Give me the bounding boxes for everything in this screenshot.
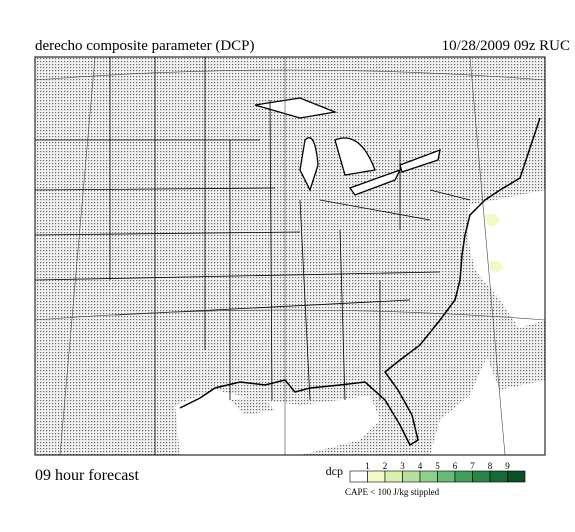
dcp-shading (485, 213, 504, 273)
forecast-label: 09 hour forecast (35, 467, 140, 484)
atlantic-clear (430, 190, 545, 455)
colorbar-swatch (367, 470, 386, 483)
map-title: derecho composite parameter (DCP) (35, 38, 255, 54)
atlantic-stipple (480, 320, 545, 390)
state-lines (35, 57, 471, 455)
colorbar-swatch (349, 470, 368, 483)
map (35, 57, 545, 455)
colorbar-swatch (402, 470, 421, 483)
colorbar-tick-label: 5 (435, 461, 440, 471)
colorbar-tick-label: 4 (418, 461, 423, 471)
colorbar-tick-label: 6 (453, 461, 458, 471)
stippled-area (35, 57, 545, 455)
legend-note: CAPE < 100 J/kg stippled (345, 487, 440, 497)
colorbar-swatch (419, 470, 438, 483)
colorbar-tick-label: 2 (383, 461, 388, 471)
map-frame (34, 56, 546, 456)
gulf-stipple (230, 395, 275, 415)
colorbar-tick-label: 3 (400, 461, 405, 471)
colorbar-swatch (472, 470, 491, 483)
colorbar-tick-label: 1 (365, 461, 370, 471)
coastline (179, 117, 541, 447)
legend-label: dcp (326, 464, 343, 478)
colorbar: 1 2 3 4 5 6 7 8 9 (349, 461, 526, 483)
graticule (35, 57, 545, 455)
great-lakes (254, 97, 441, 196)
colorbar-swatch (384, 470, 403, 483)
colorbar-swatch (507, 470, 526, 483)
colorbar-tick-label: 7 (470, 461, 475, 471)
colorbar-swatch (454, 470, 473, 483)
colorbar-swatch (489, 470, 508, 483)
gulf-clear (175, 390, 380, 455)
valid-time: 10/28/2009 09z RUC (442, 38, 570, 54)
colorbar-tick-label: 8 (488, 461, 493, 471)
colorbar-swatch (437, 470, 456, 483)
colorbar-tick-label: 9 (505, 461, 510, 471)
